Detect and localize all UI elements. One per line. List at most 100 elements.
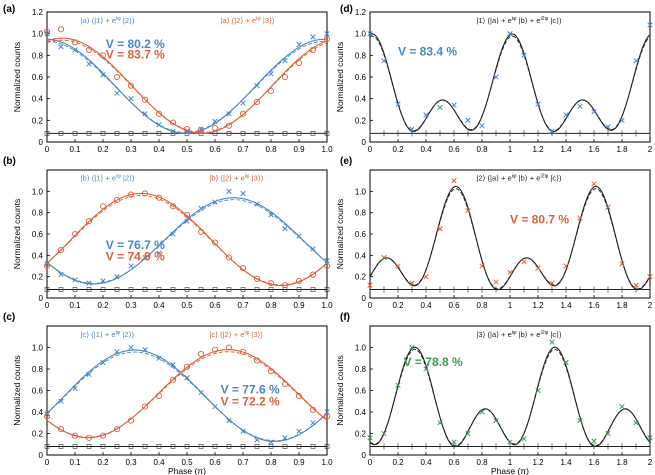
data-point: [114, 90, 120, 96]
fit-curve: [46, 38, 327, 134]
data-point: [493, 74, 499, 80]
data-point: [367, 435, 373, 441]
data-point: [437, 226, 443, 232]
data-point: [226, 188, 232, 194]
x-tick-label: 1.2: [532, 458, 544, 467]
visibility-label: V = 74.9 %: [106, 250, 165, 264]
plot-frame: [369, 11, 651, 143]
data-point: [253, 98, 261, 105]
data-point: [521, 259, 527, 265]
data-point: [507, 31, 513, 37]
y-tick-label: 0.2: [32, 430, 44, 439]
x-tick-label: 0.3: [125, 458, 137, 467]
ideal-curve: [46, 39, 328, 133]
data-point: [395, 263, 401, 269]
state-label: |2⟩ (|a⟩ + eiφ |b⟩ + ei2φ |c⟩): [476, 174, 562, 183]
background-marker: [170, 287, 176, 292]
data-point: [323, 262, 331, 270]
x-tick-label: 2: [648, 458, 653, 467]
y-tick-label: 0.6: [32, 230, 44, 239]
x-tick-label: 0.8: [476, 458, 488, 467]
background-marker: [212, 444, 218, 449]
data-point: [198, 389, 204, 396]
data-point: [57, 426, 65, 433]
data-point: [295, 277, 303, 284]
x-tick-label: 0.4: [420, 458, 432, 467]
x-tick-label: 0: [45, 458, 50, 467]
y-tick-label: 0.4: [32, 251, 44, 260]
x-tick-label: 1: [508, 145, 513, 154]
x-tick-label: 0.4: [153, 301, 165, 310]
data-point: [43, 262, 51, 270]
plot-frame: [369, 325, 651, 456]
data-point: [225, 254, 233, 261]
series-red: [43, 26, 331, 134]
data-point: [113, 426, 121, 433]
data-point: [43, 28, 51, 35]
fit-curve: [369, 185, 651, 291]
x-tick-label: 0.8: [476, 145, 488, 154]
data-point: [170, 362, 176, 368]
y-tick-label: 0.6: [355, 230, 367, 239]
x-tick-label: 0.7: [237, 458, 249, 467]
data-point: [128, 263, 134, 269]
data-point: [169, 203, 177, 210]
y-tick-label: 0.8: [32, 365, 44, 374]
data-point: [155, 110, 163, 117]
data-point: [100, 72, 106, 78]
data-point: [295, 59, 303, 66]
y-tick-label: 1.0: [355, 344, 367, 353]
background-marker: [184, 444, 190, 449]
x-tick-label: 0.5: [181, 145, 193, 154]
x-tick-label: 0.6: [448, 145, 460, 154]
data-point: [647, 22, 653, 28]
chart-panel-e: (e) 0 0.2 0.4 0.6 0.8 1.0 0 0.2 0.4 0.6 0.8 1 1.2 1.4 1…: [335, 156, 653, 310]
data-point: [198, 205, 204, 212]
x-tick-label: 0.8: [265, 145, 277, 154]
x-tick-label: 1.8: [616, 458, 628, 467]
x-tick-label: 0: [368, 301, 373, 310]
data-point: [619, 261, 625, 267]
data-point: [281, 282, 289, 289]
background-marker: [268, 444, 274, 449]
data-point: [86, 61, 92, 67]
data-point: [212, 199, 218, 205]
data-point: [141, 96, 149, 103]
data-point: [296, 233, 302, 239]
background-marker: [310, 131, 316, 136]
panel-label: (e): [340, 156, 352, 167]
x-tick-label: 0.5: [181, 458, 193, 467]
data-point: [141, 190, 149, 197]
x-tick-label: 0.4: [420, 301, 432, 310]
data-point: [591, 438, 597, 444]
data-point: [156, 250, 162, 256]
data-point: [170, 231, 176, 237]
background-marker: [268, 131, 274, 136]
data-point: [324, 409, 330, 415]
data-point: [86, 371, 92, 378]
data-point: [212, 118, 218, 125]
data-point: [324, 31, 330, 37]
background-marker: [240, 444, 246, 449]
data-point: [267, 88, 275, 95]
data-point: [423, 274, 429, 280]
y-tick-label: 0.6: [32, 387, 44, 396]
data-point: [85, 434, 93, 441]
fit-curve: [46, 349, 328, 439]
panel-label: (b): [3, 156, 16, 167]
data-point: [253, 357, 261, 364]
background-marker: [156, 287, 162, 292]
x-tick-label: 1.8: [616, 301, 628, 310]
data-point: [127, 191, 135, 198]
x-tick-label: 2: [648, 301, 653, 310]
data-point: [605, 124, 611, 130]
visibility-label: V = 77.6 %: [221, 383, 280, 397]
ideal-curve: [46, 199, 328, 284]
data-point: [282, 435, 288, 441]
x-tick-label: 1.6: [588, 145, 600, 154]
data-point: [493, 417, 499, 424]
data-point: [591, 109, 597, 115]
x-tick-label: 0: [368, 145, 373, 154]
x-tick-label: 0.6: [209, 458, 221, 467]
y-axis-label: Normalized counts: [335, 355, 345, 425]
